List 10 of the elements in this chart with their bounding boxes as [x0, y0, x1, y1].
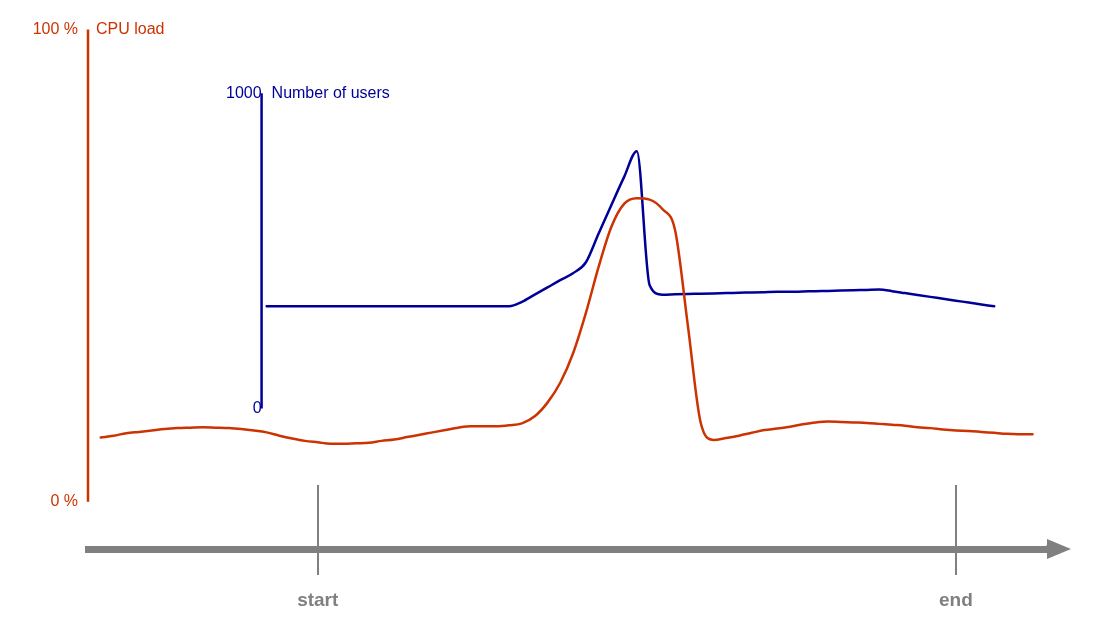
y2-tick-label: 1000 [225, 83, 262, 101]
y-tick-label: 0 % [50, 492, 78, 510]
y2-tick-label: 0 [252, 398, 262, 416]
line-series [99, 196, 1034, 445]
x-tick-label: start [297, 588, 339, 610]
x-tick-label: end [939, 588, 973, 610]
line-series [265, 150, 996, 308]
y-axis-title: CPU load [96, 20, 165, 38]
y2-axis-title: Number of users [271, 83, 390, 101]
y-tick-label: 100 % [32, 20, 78, 38]
